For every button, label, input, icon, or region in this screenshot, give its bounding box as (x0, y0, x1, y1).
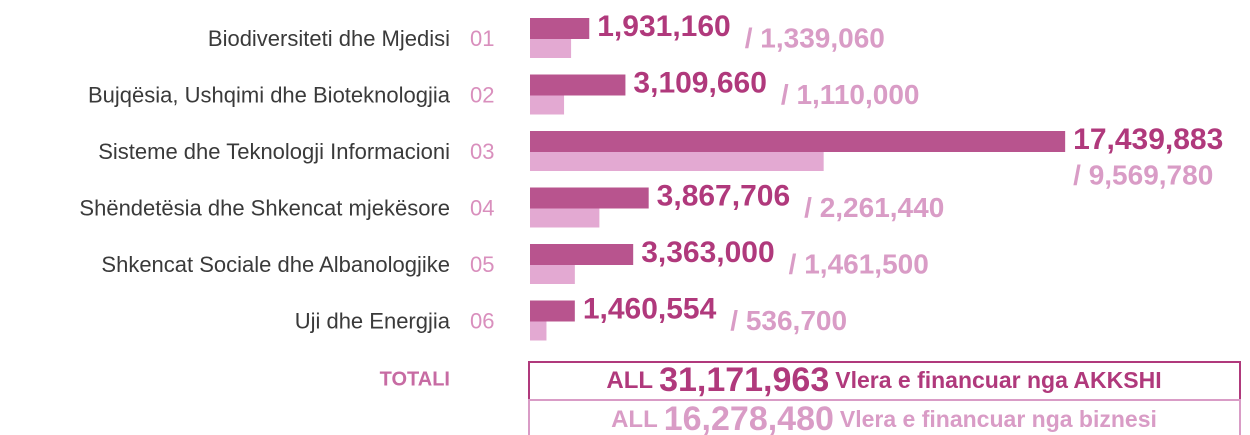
category-code: 01 (470, 26, 494, 51)
total-box (528, 399, 1241, 435)
category-label: Biodiversiteti dhe Mjedisi (208, 26, 450, 51)
bar (530, 244, 634, 265)
value-label: 17,439,883 (1073, 123, 1223, 156)
category-code: 04 (470, 195, 494, 220)
value-label: 1,460,554 (583, 292, 717, 325)
category-code: 03 (470, 139, 494, 164)
category-code: 05 (470, 252, 494, 277)
value-label: / 1,339,060 (745, 22, 885, 53)
bar (530, 300, 575, 322)
bar (530, 187, 649, 209)
category-label: Shëndetësia dhe Shkencat mjekësore (79, 195, 450, 220)
total-amount: 16,278,480 (664, 400, 834, 435)
total-currency: ALL (606, 367, 653, 394)
total-description: Vlera e financuar nga AKKSHI (835, 367, 1161, 393)
category-code: 02 (470, 82, 494, 107)
bar (530, 39, 572, 58)
value-label: 3,867,706 (657, 179, 790, 212)
total-description: Vlera e financuar nga biznesi (840, 406, 1157, 432)
bar (530, 95, 565, 115)
category-label: Sisteme dhe Teknologji Informacioni (98, 139, 450, 164)
totals-label: TOTALI (380, 368, 450, 390)
bar (530, 74, 626, 96)
bar (530, 208, 600, 228)
value-label: 1,931,160 (597, 10, 730, 43)
total-text: ALL 16,278,480 Vlera e financuar nga bizne… (611, 400, 1157, 435)
value-label: / 2,261,440 (804, 192, 944, 223)
bar (530, 131, 1066, 152)
value-label: / 536,700 (730, 305, 847, 336)
value-label: 3,363,000 (641, 236, 774, 269)
value-label: / 1,110,000 (781, 79, 920, 110)
bar (530, 18, 590, 39)
category-label: Bujqësia, Ushqimi dhe Bioteknologjia (88, 82, 451, 107)
bar (530, 265, 575, 284)
total-text: ALL 31,171,963 Vlera e financuar nga AKKSH… (606, 361, 1161, 399)
category-label: Shkencat Sociale dhe Albanologjike (101, 252, 450, 277)
total-amount: 31,171,963 (659, 361, 829, 399)
value-label: / 1,461,500 (789, 248, 929, 279)
bar (530, 152, 824, 171)
value-label: 3,109,660 (633, 66, 766, 99)
bar (530, 321, 547, 341)
category-label: Uji dhe Energjia (295, 308, 451, 333)
total-currency: ALL (611, 406, 658, 433)
value-label: / 9,569,780 (1073, 159, 1213, 190)
category-code: 06 (470, 308, 494, 333)
